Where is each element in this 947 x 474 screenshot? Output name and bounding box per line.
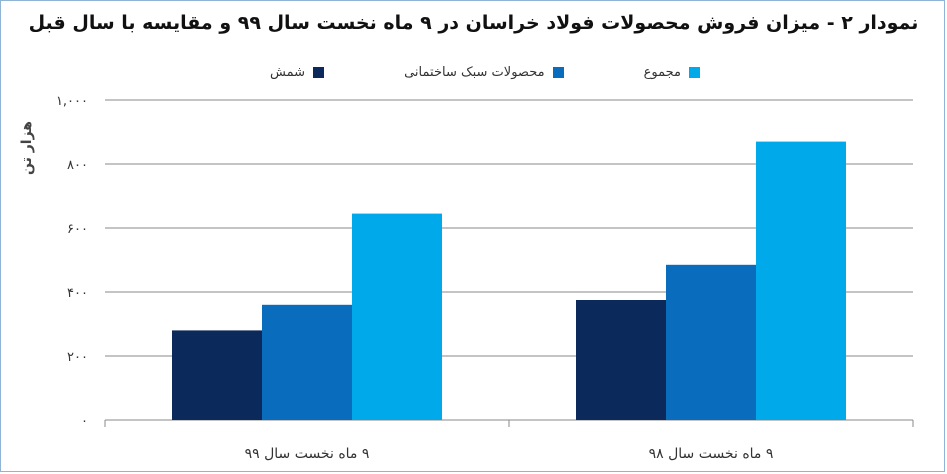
y-tick-label: ۸۰۰ xyxy=(67,158,88,173)
bar xyxy=(352,213,442,420)
bars xyxy=(172,141,846,420)
y-tick-label: ۲۰۰ xyxy=(67,350,88,365)
bar xyxy=(666,264,756,420)
legend-swatch-billet xyxy=(313,66,324,78)
y-tick-label: ۴۰۰ xyxy=(67,286,88,301)
y-tick-label: ۰ xyxy=(81,414,88,429)
axes: ۰ ۲۰۰ ۴۰۰ ۶۰۰ ۸۰۰ ۱,۰۰۰ ۹ ماه نخست سال ۹۹ ۹ ماه… xyxy=(56,94,914,462)
y-axis-label: هزار تن xyxy=(19,121,35,175)
x-tick-label: ۹ ماه نخست سال ۹۹ xyxy=(245,446,370,462)
legend-item-total: مجموع xyxy=(644,65,700,80)
legend-swatch-light-construction xyxy=(552,66,564,78)
bar xyxy=(172,330,262,420)
chart-title: نمودار ۲ - میزان فروش محصولات فولاد خراس… xyxy=(28,12,919,34)
bar xyxy=(576,300,666,420)
legend-item-light-construction: محصولات سبک ساختمانی xyxy=(404,64,564,80)
legend-swatch-total xyxy=(689,66,700,78)
y-tick-label: ۶۰۰ xyxy=(67,222,88,237)
legend-label-light-construction: محصولات سبک ساختمانی xyxy=(404,64,545,80)
legend-label-billet: شمش xyxy=(270,64,305,80)
legend-label-total: مجموع xyxy=(643,64,681,80)
legend: مجموع محصولات سبک ساختمانی شمش xyxy=(270,62,700,82)
legend-item-billet: شمش xyxy=(270,65,324,80)
x-tick-label: ۹ ماه نخست سال ۹۸ xyxy=(649,446,774,462)
bar xyxy=(756,141,846,420)
y-tick-label: ۱,۰۰۰ xyxy=(56,94,88,109)
bar xyxy=(262,304,352,420)
